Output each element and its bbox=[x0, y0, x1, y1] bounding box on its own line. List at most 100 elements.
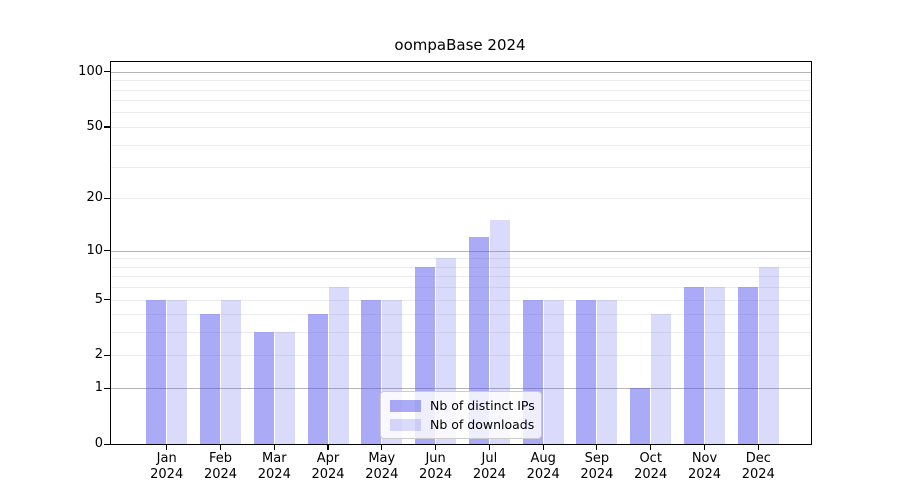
x-tick-year: 2024 bbox=[150, 467, 184, 482]
y-gridline-minor bbox=[111, 266, 811, 268]
grid-layer bbox=[111, 62, 811, 444]
x-tick-mark bbox=[273, 444, 275, 450]
bar-nb-of-downloads-jul bbox=[489, 220, 510, 444]
bar-nb-of-downloads-jan bbox=[167, 299, 188, 444]
y-tick-mark bbox=[104, 354, 110, 357]
x-tick-year: 2024 bbox=[741, 467, 775, 482]
x-tick-mark bbox=[650, 444, 652, 450]
y-gridline-minor bbox=[111, 355, 811, 357]
y-gridline-major bbox=[111, 71, 811, 73]
x-tick-label: Nov 2024 bbox=[673, 451, 737, 483]
x-tick-month: May bbox=[368, 451, 396, 466]
y-gridline-minor bbox=[111, 198, 811, 200]
legend-label-distinct-ips: Nb of distinct IPs bbox=[430, 398, 535, 413]
x-tick-month: Apr bbox=[316, 451, 340, 466]
y-tick-label: 0 bbox=[94, 436, 103, 451]
x-tick-mark bbox=[166, 444, 168, 450]
axis-layer: 0 1 2 5 10 20 50 100 Jan 2024 Feb 2024 Mar 2024 Apr 202… bbox=[78, 62, 811, 482]
legend-label-downloads: Nb of downloads bbox=[430, 417, 535, 432]
bar-nb-of-distinct-ips-may bbox=[361, 299, 382, 444]
x-tick-label: Sep 2024 bbox=[565, 451, 629, 483]
bar-nb-of-downloads-sep bbox=[597, 299, 618, 444]
x-tick-year: 2024 bbox=[580, 467, 614, 482]
x-tick-month: Jan bbox=[156, 451, 177, 466]
x-tick-label: Apr 2024 bbox=[296, 451, 360, 483]
bar-nb-of-distinct-ips-dec bbox=[737, 287, 758, 444]
x-tick-label: Oct 2024 bbox=[619, 451, 683, 483]
y-gridline-minor bbox=[111, 126, 811, 128]
bar-nb-of-downloads-apr bbox=[328, 287, 349, 444]
x-tick-mark bbox=[488, 444, 490, 450]
y-tick-label: 100 bbox=[78, 63, 103, 79]
y-gridline-minor bbox=[111, 276, 811, 278]
x-tick-year: 2024 bbox=[526, 467, 560, 482]
bar-nb-of-downloads-oct bbox=[651, 314, 672, 444]
legend-row-downloads: Nb of downloads bbox=[390, 417, 535, 432]
x-tick-mark bbox=[542, 444, 544, 450]
x-tick-year: 2024 bbox=[365, 467, 399, 482]
x-tick-month: Jun bbox=[425, 451, 446, 466]
y-tick-mark bbox=[104, 126, 110, 128]
bar-nb-of-downloads-aug bbox=[543, 299, 564, 444]
x-tick-year: 2024 bbox=[472, 467, 506, 482]
y-tick-mark bbox=[104, 443, 110, 445]
y-tick-label: 50 bbox=[86, 118, 103, 134]
y-gridline-minor bbox=[111, 167, 811, 168]
x-tick-label: May 2024 bbox=[350, 451, 414, 483]
x-tick-month: Jul bbox=[481, 451, 498, 466]
x-tick-mark bbox=[381, 444, 383, 450]
x-tick-month: Feb bbox=[208, 451, 233, 466]
y-tick-mark bbox=[104, 387, 110, 389]
x-tick-label: Jul 2024 bbox=[457, 451, 521, 483]
x-tick-label: Jan 2024 bbox=[135, 451, 199, 483]
x-tick-label: Dec 2024 bbox=[726, 451, 790, 483]
y-gridline-major bbox=[111, 388, 811, 390]
y-tick-label: 1 bbox=[94, 380, 103, 396]
y-tick-label: 10 bbox=[86, 242, 103, 258]
bar-nb-of-downloads-feb bbox=[221, 299, 241, 444]
y-gridline-minor bbox=[111, 100, 811, 102]
x-tick-label: Mar 2024 bbox=[242, 451, 306, 483]
y-gridline-major bbox=[111, 250, 811, 252]
y-gridline-minor bbox=[111, 89, 811, 91]
x-tick-mark bbox=[757, 444, 759, 450]
y-gridline-minor bbox=[111, 80, 811, 82]
y-tick-mark bbox=[104, 250, 110, 252]
x-tick-month: Sep bbox=[584, 451, 610, 466]
y-gridline-minor bbox=[111, 332, 811, 334]
x-tick-year: 2024 bbox=[257, 467, 291, 482]
y-gridline-minor bbox=[111, 112, 811, 114]
bar-nb-of-distinct-ips-apr bbox=[307, 314, 328, 444]
y-tick-mark bbox=[104, 71, 110, 73]
y-gridline-minor bbox=[111, 287, 811, 289]
x-tick-month: Oct bbox=[639, 451, 662, 466]
x-tick-month: Mar bbox=[262, 451, 287, 466]
x-tick-mark bbox=[327, 444, 329, 450]
legend: Nb of distinct IPs Nb of downloads bbox=[380, 391, 542, 439]
legend-swatch-distinct-ips bbox=[390, 399, 421, 412]
legend-swatch-downloads bbox=[390, 418, 421, 431]
bar-nb-of-distinct-ips-oct bbox=[630, 388, 651, 444]
y-tick-label: 5 bbox=[94, 291, 103, 307]
plot-area: 0 1 2 5 10 20 50 100 Jan 2024 Feb 2024 Mar 2024 Apr 202… bbox=[78, 61, 812, 482]
x-tick-year: 2024 bbox=[419, 467, 453, 482]
x-tick-mark bbox=[596, 444, 598, 450]
bar-nb-of-downloads-mar bbox=[274, 332, 295, 444]
x-tick-mark bbox=[435, 444, 437, 450]
y-gridline-minor bbox=[111, 314, 811, 316]
x-tick-month: Aug bbox=[530, 451, 556, 466]
chart-title: oompaBase 2024 bbox=[394, 36, 526, 54]
x-tick-label: Aug 2024 bbox=[511, 451, 575, 483]
x-tick-year: 2024 bbox=[311, 467, 345, 482]
y-gridline-minor bbox=[111, 258, 811, 260]
x-tick-month: Nov bbox=[691, 451, 718, 466]
bar-nb-of-distinct-ips-nov bbox=[684, 287, 704, 444]
bar-nb-of-downloads-dec bbox=[758, 266, 779, 444]
y-tick-label: 2 bbox=[94, 347, 103, 363]
x-tick-month: Dec bbox=[745, 451, 771, 466]
y-gridline-minor bbox=[111, 299, 811, 301]
legend-row-distinct-ips: Nb of distinct IPs bbox=[390, 398, 535, 413]
y-tick-label: 20 bbox=[86, 190, 103, 206]
bar-nb-of-distinct-ips-sep bbox=[576, 299, 597, 444]
